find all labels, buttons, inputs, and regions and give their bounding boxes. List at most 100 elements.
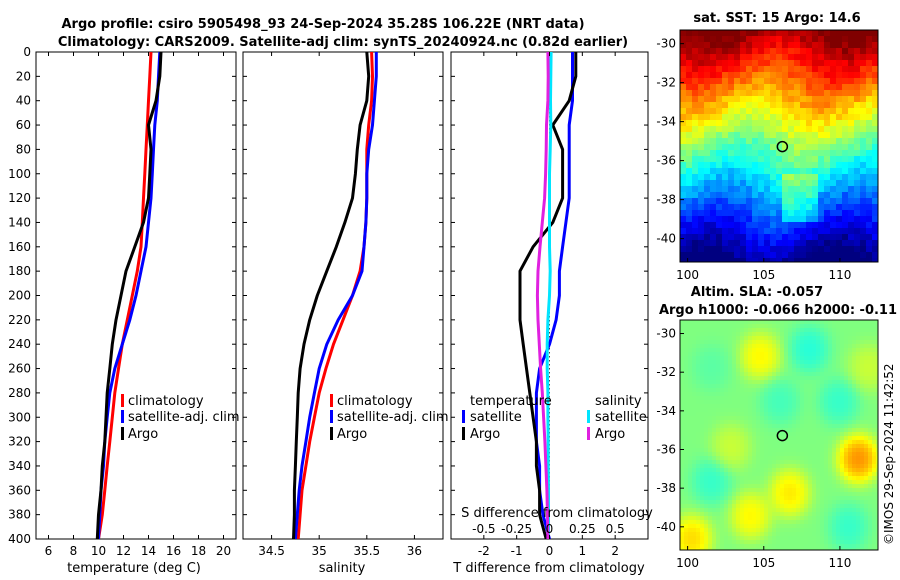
map-cell	[854, 216, 861, 223]
map-cell	[740, 420, 745, 425]
map-cell	[772, 436, 777, 441]
map-cell	[828, 480, 833, 485]
map-cell	[680, 132, 687, 139]
map-cell	[688, 336, 693, 341]
map-cell	[760, 336, 765, 341]
map-cell	[760, 464, 765, 469]
map-cell	[792, 476, 797, 481]
map-cell	[824, 516, 829, 521]
x-tick-label: 8	[70, 544, 78, 558]
map-cell	[704, 476, 709, 481]
map-cell	[764, 42, 771, 49]
map-cell	[864, 464, 869, 469]
map-cell	[824, 48, 831, 55]
map-cell	[832, 364, 837, 369]
map-cell	[688, 540, 693, 545]
map-cell	[796, 332, 801, 337]
map-cell	[710, 120, 717, 127]
map-cell	[752, 114, 759, 121]
map-cell	[836, 404, 841, 409]
map-cell	[772, 408, 777, 413]
map-cell	[764, 156, 771, 163]
map-cell	[808, 340, 813, 345]
map-cell	[860, 258, 867, 263]
map-cell	[852, 344, 857, 349]
map-cell	[728, 424, 733, 429]
map-cell	[816, 460, 821, 465]
map-cell	[780, 520, 785, 525]
map-cell	[768, 396, 773, 401]
map-cell	[860, 524, 865, 529]
map-cell	[776, 388, 781, 393]
map-cell	[736, 504, 741, 509]
legend-label-s-argo: Argo	[595, 427, 625, 442]
map-cell	[772, 484, 777, 489]
map-cell	[696, 416, 701, 421]
map-cell	[760, 452, 765, 457]
map-cell	[780, 508, 785, 513]
map-cell	[692, 54, 699, 61]
map-cell	[772, 528, 777, 533]
map-cell	[872, 192, 879, 199]
map-cell	[736, 428, 741, 433]
map-cell	[852, 340, 857, 345]
map-cell	[696, 384, 701, 389]
map-cell	[836, 180, 843, 187]
map-cell	[740, 540, 745, 545]
map-cell	[772, 464, 777, 469]
map-y-tick-label: -38	[656, 481, 676, 495]
map-cell	[872, 420, 877, 425]
map-cell	[720, 324, 725, 329]
map-cell	[868, 400, 873, 405]
map-cell	[854, 156, 861, 163]
map-cell	[716, 528, 721, 533]
map-cell	[868, 352, 873, 357]
map-cell	[740, 204, 747, 211]
map-cell	[836, 222, 843, 229]
map-cell	[864, 440, 869, 445]
map-cell	[842, 126, 849, 133]
map-cell	[824, 246, 831, 253]
map-cell	[844, 420, 849, 425]
map-cell	[828, 520, 833, 525]
map-cell	[704, 78, 711, 85]
map-cell	[824, 198, 831, 205]
map-cell	[854, 84, 861, 91]
map-cell	[724, 504, 729, 509]
map-cell	[784, 512, 789, 517]
map-cell	[830, 228, 837, 235]
map-cell	[828, 376, 833, 381]
map-cell	[860, 84, 867, 91]
map-cell	[732, 352, 737, 357]
map-cell	[680, 332, 685, 337]
map-cell	[716, 496, 721, 501]
map-cell	[712, 320, 717, 325]
map-cell	[784, 320, 789, 325]
map-cell	[740, 396, 745, 401]
map-cell	[794, 162, 801, 169]
map-cell	[752, 460, 757, 465]
map-cell	[792, 480, 797, 485]
map-cell	[844, 508, 849, 513]
map-cell	[794, 72, 801, 79]
map-cell	[712, 424, 717, 429]
map-cell	[770, 228, 777, 235]
map-cell	[756, 384, 761, 389]
map-cell	[752, 352, 757, 357]
map-cell	[776, 114, 783, 121]
map-cell	[710, 198, 717, 205]
map-cell	[848, 210, 855, 217]
map-cell	[776, 376, 781, 381]
map-cell	[734, 120, 741, 127]
map-cell	[724, 464, 729, 469]
map-cell	[812, 204, 819, 211]
depth-tick-label: 360	[8, 483, 31, 497]
map-cell	[736, 456, 741, 461]
map-cell	[722, 66, 729, 73]
map-cell	[748, 364, 753, 369]
map-cell	[866, 66, 873, 73]
map-cell	[728, 448, 733, 453]
map-cell	[776, 210, 783, 217]
map-cell	[860, 384, 865, 389]
map-cell	[744, 404, 749, 409]
